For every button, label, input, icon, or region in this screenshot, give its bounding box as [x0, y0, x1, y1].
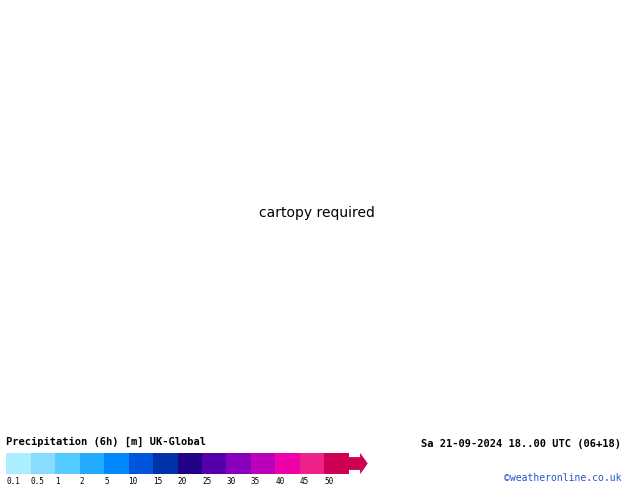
Bar — [6, 453, 31, 474]
Bar — [226, 453, 251, 474]
Text: 20: 20 — [178, 477, 187, 486]
Text: 2: 2 — [80, 477, 84, 486]
Text: ©weatheronline.co.uk: ©weatheronline.co.uk — [504, 473, 621, 483]
Text: 50: 50 — [324, 477, 333, 486]
Bar — [129, 453, 153, 474]
Bar — [80, 453, 104, 474]
Text: 10: 10 — [129, 477, 138, 486]
Text: 5: 5 — [104, 477, 109, 486]
Text: 15: 15 — [153, 477, 162, 486]
Bar — [300, 453, 324, 474]
Text: 30: 30 — [226, 477, 236, 486]
Bar — [153, 453, 178, 474]
Bar — [251, 453, 275, 474]
Text: Precipitation (6h) [m] UK-Global: Precipitation (6h) [m] UK-Global — [6, 437, 206, 447]
Bar — [202, 453, 226, 474]
Text: Sa 21-09-2024 18..00 UTC (06+18): Sa 21-09-2024 18..00 UTC (06+18) — [422, 439, 621, 449]
Bar — [31, 453, 55, 474]
Text: 40: 40 — [275, 477, 285, 486]
Text: 45: 45 — [300, 477, 309, 486]
Text: 35: 35 — [251, 477, 260, 486]
Text: 0.1: 0.1 — [6, 477, 20, 486]
Text: 25: 25 — [202, 477, 211, 486]
Bar — [104, 453, 129, 474]
Text: cartopy required: cartopy required — [259, 206, 375, 220]
Bar — [55, 453, 80, 474]
Bar — [275, 453, 300, 474]
FancyArrow shape — [349, 453, 368, 474]
Text: 0.5: 0.5 — [31, 477, 44, 486]
Text: 1: 1 — [55, 477, 60, 486]
Bar — [178, 453, 202, 474]
Bar — [324, 453, 349, 474]
